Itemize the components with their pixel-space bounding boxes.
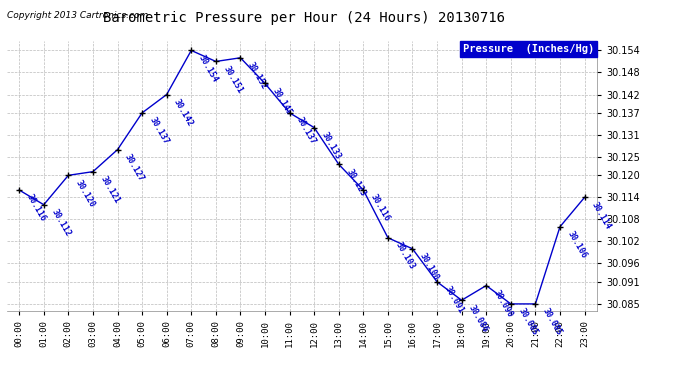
Text: 30.100: 30.100 — [418, 252, 441, 282]
Text: 30.085: 30.085 — [541, 307, 564, 337]
Text: 30.121: 30.121 — [99, 174, 121, 205]
Text: 30.090: 30.090 — [492, 288, 515, 319]
Text: 30.116: 30.116 — [25, 193, 48, 223]
Text: 30.145: 30.145 — [270, 86, 293, 117]
Text: 30.127: 30.127 — [123, 152, 146, 183]
Text: 30.137: 30.137 — [295, 116, 318, 146]
Text: 30.151: 30.151 — [221, 64, 244, 95]
Text: 30.137: 30.137 — [148, 116, 170, 146]
Text: 30.152: 30.152 — [246, 60, 269, 91]
Text: Barometric Pressure per Hour (24 Hours) 20130716: Barometric Pressure per Hour (24 Hours) … — [103, 11, 504, 25]
Text: 30.123: 30.123 — [344, 167, 367, 198]
Text: Pressure  (Inches/Hg): Pressure (Inches/Hg) — [463, 44, 594, 54]
Text: 30.086: 30.086 — [467, 303, 490, 333]
Text: 30.133: 30.133 — [319, 130, 342, 161]
Text: 30.091: 30.091 — [442, 285, 466, 315]
Text: 30.154: 30.154 — [197, 53, 219, 84]
Text: Copyright 2013 Cartronics.com: Copyright 2013 Cartronics.com — [7, 11, 148, 20]
Text: 30.112: 30.112 — [49, 207, 72, 238]
Text: 30.103: 30.103 — [393, 240, 416, 271]
Text: 30.106: 30.106 — [566, 230, 589, 260]
Text: 30.114: 30.114 — [590, 200, 613, 231]
Text: 30.085: 30.085 — [516, 307, 539, 337]
Text: 30.120: 30.120 — [74, 178, 97, 209]
Text: 30.116: 30.116 — [369, 193, 392, 223]
Text: 30.142: 30.142 — [172, 97, 195, 128]
